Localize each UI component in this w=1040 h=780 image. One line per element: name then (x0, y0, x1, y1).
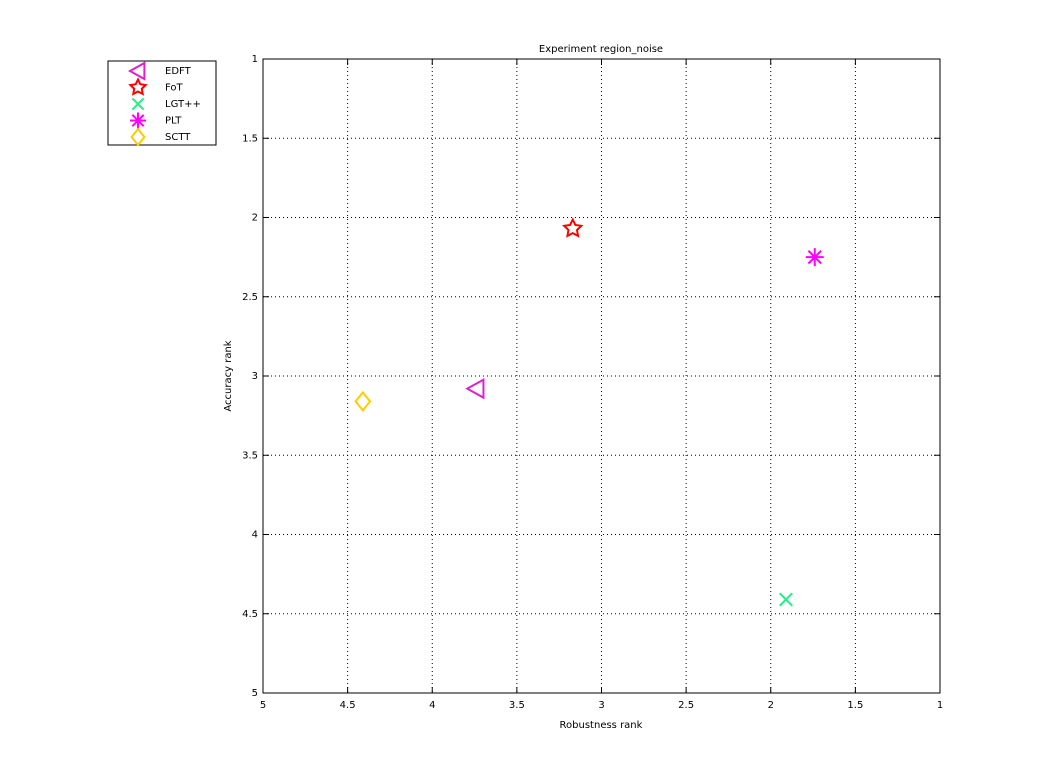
y-tick-label: 5 (252, 688, 258, 699)
x-tick-label: 3 (598, 700, 604, 711)
y-tick-label: 2 (252, 213, 258, 224)
y-tick-label: 1 (252, 54, 258, 65)
y-tick-label: 2.5 (242, 292, 258, 303)
point (805, 248, 824, 267)
legend-box (107, 60, 217, 146)
legend-label: FoT (165, 83, 184, 94)
x-axis-label: Robustness rank (560, 720, 643, 731)
y-tick-label: 3 (252, 371, 258, 382)
x-tick-label: 3.5 (509, 700, 525, 711)
x-tick-label: 2 (768, 700, 774, 711)
legend-marker (131, 97, 145, 111)
y-tick-label: 4.5 (242, 609, 258, 620)
legend-marker (127, 61, 146, 81)
y-tick-label: 4 (252, 530, 258, 541)
x-tick-label: 1 (937, 700, 943, 711)
legend-label: EDFT (165, 66, 192, 77)
x-tick-label: 1.5 (847, 700, 863, 711)
chart-title: Experiment region_noise (539, 44, 663, 55)
legend-label: PLT (165, 116, 182, 127)
x-tick-label: 4 (429, 700, 435, 711)
legend-marker (130, 112, 146, 129)
x-tick-label: 4.5 (340, 700, 356, 711)
y-tick-label: 1.5 (242, 133, 258, 144)
legend-label: LGT++ (165, 99, 201, 110)
y-tick-label: 3.5 (242, 450, 258, 461)
plot-frame (262, 58, 941, 694)
point (778, 592, 793, 607)
legend-label: SCTT (165, 132, 191, 143)
y-axis-label: Accuracy rank (223, 340, 234, 411)
point (354, 390, 372, 412)
x-tick-label: 2.5 (678, 700, 694, 711)
point (562, 217, 584, 238)
legend-marker (128, 77, 148, 96)
x-tick-label: 5 (260, 700, 266, 711)
point (465, 377, 485, 400)
legend-marker (130, 127, 146, 147)
